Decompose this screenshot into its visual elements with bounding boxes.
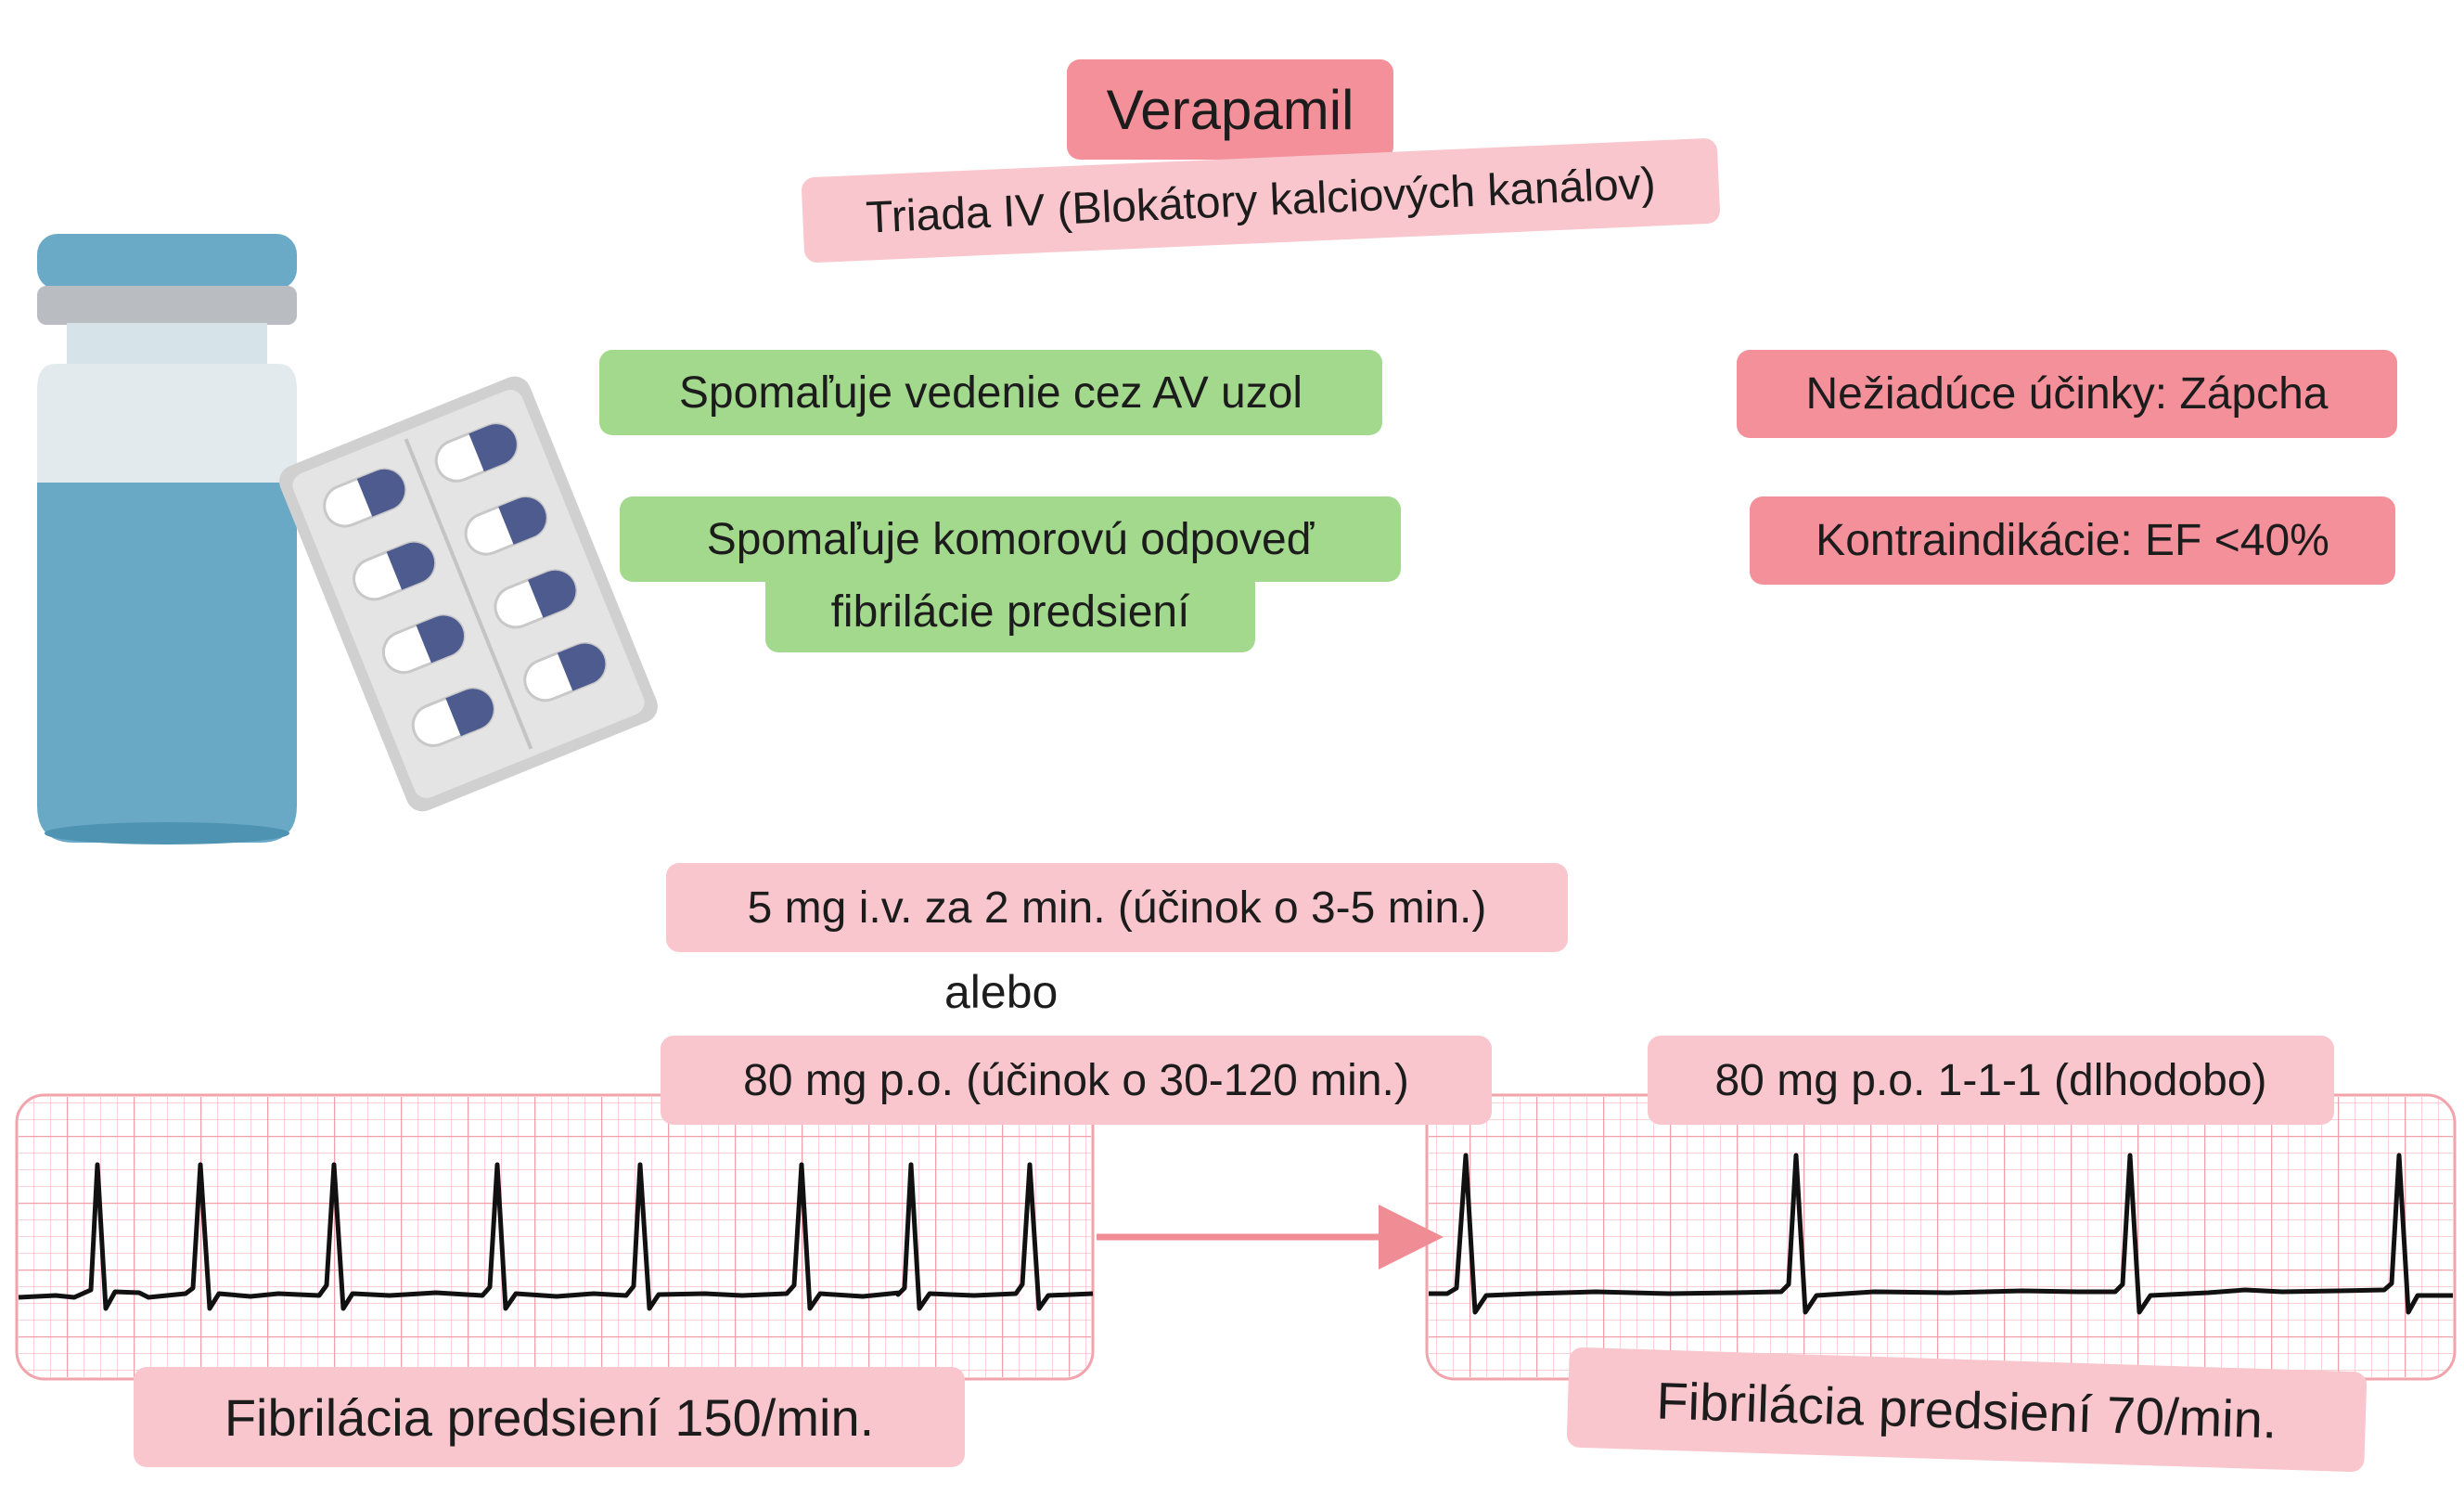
ecg-strip-before (15, 1093, 1095, 1381)
ecg-before-label: Fibrilácia predsiení 150/min. (134, 1367, 965, 1467)
dose-po-box: 80 mg p.o. (účinok o 30-120 min.) (661, 1036, 1492, 1125)
medicine-vial-icon (37, 234, 297, 844)
adverse-effects-box: Nežiadúce účinky: Zápcha (1737, 350, 2397, 438)
ecg-strip-after (1425, 1093, 2457, 1381)
contraindication-box: Kontraindikácie: EF <40% (1750, 496, 2395, 585)
effect-av-node: Spomaľuje vedenie cez AV uzol (599, 350, 1382, 435)
dose-alternative-label: alebo (944, 966, 1059, 1018)
drug-title: Verapamil (1067, 59, 1393, 160)
effect-ventricular-response-line1: Spomaľuje komorovú odpoveď (620, 496, 1401, 582)
dose-maintenance-box: 80 mg p.o. 1-1-1 (dlhodobo) (1648, 1036, 2334, 1125)
effect-ventricular-response-line2: fibrilácie predsiení (765, 571, 1255, 652)
dose-iv-box: 5 mg i.v. za 2 min. (účinok o 3-5 min.) (666, 863, 1568, 952)
pill-blister-icon (279, 376, 658, 812)
